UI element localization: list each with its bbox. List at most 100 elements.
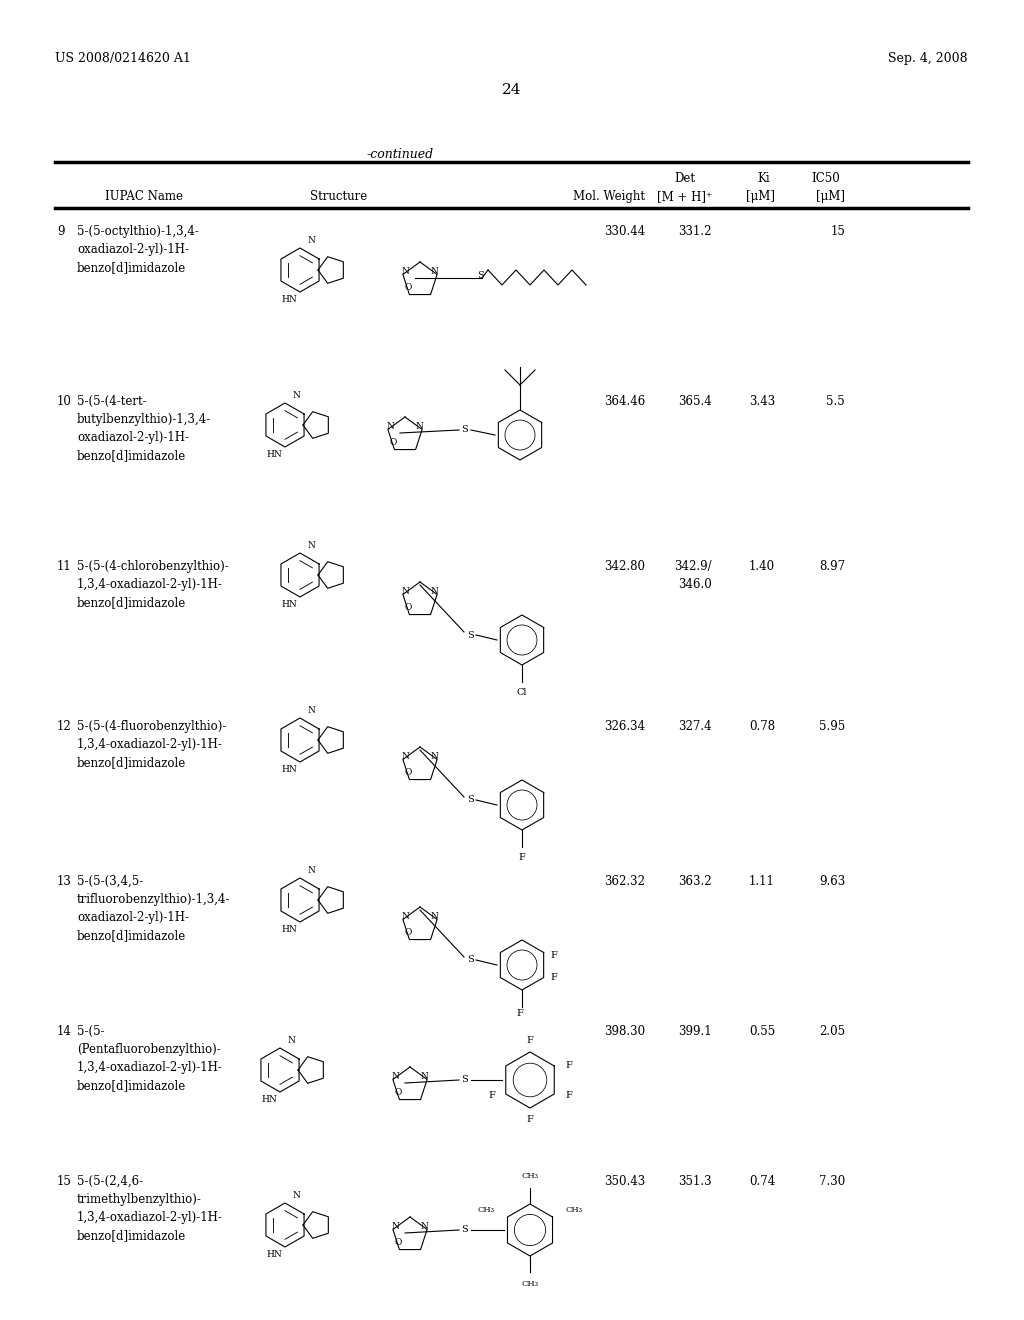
Text: HN: HN [266,1250,282,1259]
Text: N: N [307,866,315,875]
Text: 5-(5-(3,4,5-
trifluorobenzylthio)-1,3,4-
oxadiazol-2-yl)-1H-
benzo[d]imidazole: 5-(5-(3,4,5- trifluorobenzylthio)-1,3,4-… [77,875,230,942]
Text: 15: 15 [57,1175,72,1188]
Text: N: N [391,1222,399,1232]
Text: N: N [431,752,439,762]
Text: S: S [467,956,473,965]
Text: N: N [416,422,424,432]
Text: O: O [404,767,412,776]
Text: 351.3: 351.3 [678,1175,712,1188]
Text: Cl: Cl [517,688,527,697]
Text: N: N [292,1191,300,1200]
Text: F: F [565,1060,571,1069]
Text: N: N [401,912,409,921]
Text: 5-(5-(4-tert-
butylbenzylthio)-1,3,4-
oxadiazol-2-yl)-1H-
benzo[d]imidazole: 5-(5-(4-tert- butylbenzylthio)-1,3,4- ox… [77,395,211,462]
Text: S: S [462,425,468,434]
Text: O: O [389,437,397,446]
Text: CH₃: CH₃ [478,1206,495,1214]
Text: 5-(5-(2,4,6-
trimethylbenzylthio)-
1,3,4-oxadiazol-2-yl)-1H-
benzo[d]imidazole: 5-(5-(2,4,6- trimethylbenzylthio)- 1,3,4… [77,1175,223,1242]
Text: 13: 13 [57,875,72,888]
Text: O: O [404,602,412,611]
Text: 1.40: 1.40 [749,560,775,573]
Text: [μM]: [μM] [746,190,775,203]
Text: Det: Det [674,172,695,185]
Text: 5-(5-octylthio)-1,3,4-
oxadiazol-2-yl)-1H-
benzo[d]imidazole: 5-(5-octylthio)-1,3,4- oxadiazol-2-yl)-1… [77,224,199,275]
Text: 5.5: 5.5 [826,395,845,408]
Text: CH₃: CH₃ [521,1172,539,1180]
Text: 24: 24 [502,83,522,96]
Text: N: N [307,706,315,715]
Text: 350.43: 350.43 [604,1175,645,1188]
Text: 365.4: 365.4 [678,395,712,408]
Text: F: F [516,1008,523,1018]
Text: HN: HN [282,294,297,304]
Text: S: S [462,1225,468,1234]
Text: 9: 9 [57,224,65,238]
Text: HN: HN [266,450,282,459]
Text: 330.44: 330.44 [604,224,645,238]
Text: 2.05: 2.05 [819,1026,845,1038]
Text: F: F [550,950,557,960]
Text: 0.55: 0.55 [749,1026,775,1038]
Text: 342.80: 342.80 [604,560,645,573]
Text: 327.4: 327.4 [678,719,712,733]
Text: [M + H]⁺: [M + H]⁺ [656,190,712,203]
Text: F: F [565,1090,571,1100]
Text: N: N [421,1072,429,1081]
Text: 1.11: 1.11 [750,875,775,888]
Text: N: N [431,587,439,597]
Text: US 2008/0214620 A1: US 2008/0214620 A1 [55,51,190,65]
Text: 0.78: 0.78 [749,719,775,733]
Text: N: N [287,1036,295,1045]
Text: 5-(5-(4-chlorobenzylthio)-
1,3,4-oxadiazol-2-yl)-1H-
benzo[d]imidazole: 5-(5-(4-chlorobenzylthio)- 1,3,4-oxadiaz… [77,560,228,609]
Text: 14: 14 [57,1026,72,1038]
Text: F: F [526,1036,534,1045]
Text: S: S [467,631,473,639]
Text: HN: HN [282,766,297,774]
Text: N: N [307,236,315,246]
Text: 331.2: 331.2 [679,224,712,238]
Text: IC50: IC50 [811,172,840,185]
Text: -continued: -continued [367,148,433,161]
Text: Mol. Weight: Mol. Weight [573,190,645,203]
Text: F: F [550,973,557,982]
Text: N: N [401,752,409,762]
Text: Sep. 4, 2008: Sep. 4, 2008 [889,51,968,65]
Text: 362.32: 362.32 [604,875,645,888]
Text: 364.46: 364.46 [604,395,645,408]
Text: 3.43: 3.43 [749,395,775,408]
Text: [μM]: [μM] [816,190,845,203]
Text: 8.97: 8.97 [819,560,845,573]
Text: O: O [394,1238,401,1246]
Text: 10: 10 [57,395,72,408]
Text: N: N [401,587,409,597]
Text: N: N [431,267,439,276]
Text: O: O [404,928,412,936]
Text: F: F [488,1090,495,1100]
Text: N: N [391,1072,399,1081]
Text: O: O [394,1088,401,1097]
Text: HN: HN [282,925,297,935]
Text: 398.30: 398.30 [604,1026,645,1038]
Text: F: F [518,853,525,862]
Text: 5-(5-(4-fluorobenzylthio)-
1,3,4-oxadiazol-2-yl)-1H-
benzo[d]imidazole: 5-(5-(4-fluorobenzylthio)- 1,3,4-oxadiaz… [77,719,226,770]
Text: 0.74: 0.74 [749,1175,775,1188]
Text: 12: 12 [57,719,72,733]
Text: F: F [526,1115,534,1125]
Text: S: S [476,271,483,280]
Text: 5-(5-
(Pentafluorobenzylthio)-
1,3,4-oxadiazol-2-yl)-1H-
benzo[d]imidazole: 5-(5- (Pentafluorobenzylthio)- 1,3,4-oxa… [77,1026,223,1092]
Text: 326.34: 326.34 [604,719,645,733]
Text: CH₃: CH₃ [521,1280,539,1288]
Text: 15: 15 [830,224,845,238]
Text: Ki: Ki [758,172,770,185]
Text: N: N [431,912,439,921]
Text: O: O [404,282,412,292]
Text: 9.63: 9.63 [819,875,845,888]
Text: N: N [386,422,394,432]
Text: N: N [307,541,315,550]
Text: 342.9/
346.0: 342.9/ 346.0 [675,560,712,591]
Text: HN: HN [261,1096,276,1104]
Text: 7.30: 7.30 [819,1175,845,1188]
Text: S: S [462,1076,468,1085]
Text: 11: 11 [57,560,72,573]
Text: N: N [292,391,300,400]
